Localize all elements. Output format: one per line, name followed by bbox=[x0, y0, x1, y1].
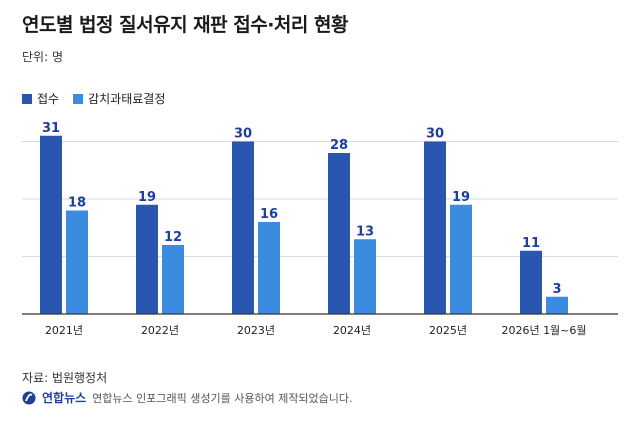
data-label: 12 bbox=[164, 230, 182, 245]
legend-item-series-2: 감치과태료결정 bbox=[73, 90, 165, 107]
bar-series-1 bbox=[424, 141, 446, 314]
bar-series-1 bbox=[40, 135, 62, 314]
data-label: 30 bbox=[234, 127, 252, 142]
data-label: 19 bbox=[452, 190, 470, 205]
yonhap-logo-icon bbox=[22, 391, 36, 404]
data-label: 28 bbox=[330, 138, 348, 153]
x-tick-label: 2025년 bbox=[429, 324, 467, 337]
data-label: 16 bbox=[260, 207, 278, 222]
bar-series-1 bbox=[328, 153, 350, 314]
unit-label: 단위: 명 bbox=[22, 50, 63, 64]
source-note: 자료: 법원행정처 bbox=[22, 371, 108, 385]
bar-series-1 bbox=[232, 141, 254, 314]
data-label: 11 bbox=[522, 236, 540, 251]
bar-series-2 bbox=[546, 296, 568, 314]
data-label: 19 bbox=[138, 190, 156, 205]
data-label: 18 bbox=[68, 196, 86, 211]
data-label: 13 bbox=[356, 224, 374, 239]
data-label: 3 bbox=[552, 282, 561, 297]
bar-series-1 bbox=[136, 204, 158, 314]
x-tick-label: 2024년 bbox=[333, 324, 371, 337]
bar-series-2 bbox=[258, 222, 280, 314]
bar-series-2 bbox=[66, 210, 88, 314]
legend-item-series-1: 접수 bbox=[22, 90, 59, 107]
footer-brand: 연합뉴스 bbox=[42, 391, 87, 405]
data-label: 31 bbox=[42, 121, 60, 136]
bar-series-2 bbox=[450, 204, 472, 314]
bar-series-1 bbox=[520, 250, 542, 314]
x-tick-label: 2022년 bbox=[141, 324, 179, 337]
legend: 접수 감치과태료결정 bbox=[22, 90, 165, 107]
footer-credit: 연합뉴스 인포그래픽 생성기를 사용하여 제작되었습니다. bbox=[92, 391, 353, 405]
chart-title: 연도별 법정 질서유지 재판 접수·처리 현황 bbox=[22, 14, 348, 36]
x-tick-label: 2026년 1월~6월 bbox=[501, 324, 586, 337]
data-label: 30 bbox=[426, 127, 444, 142]
x-tick-label: 2021년 bbox=[45, 324, 83, 337]
bar-series-2 bbox=[162, 245, 184, 314]
bar-series-2 bbox=[354, 239, 376, 314]
legend-label-series-1: 접수 bbox=[37, 92, 60, 106]
legend-swatch-series-2 bbox=[73, 93, 84, 104]
legend-swatch-series-1 bbox=[22, 93, 32, 104]
x-tick-label: 2023년 bbox=[237, 324, 275, 337]
legend-label-series-2: 감치과태료결정 bbox=[88, 92, 166, 106]
footer: 연합뉴스 연합뉴스 인포그래픽 생성기를 사용하여 제작되었습니다. bbox=[22, 389, 353, 406]
